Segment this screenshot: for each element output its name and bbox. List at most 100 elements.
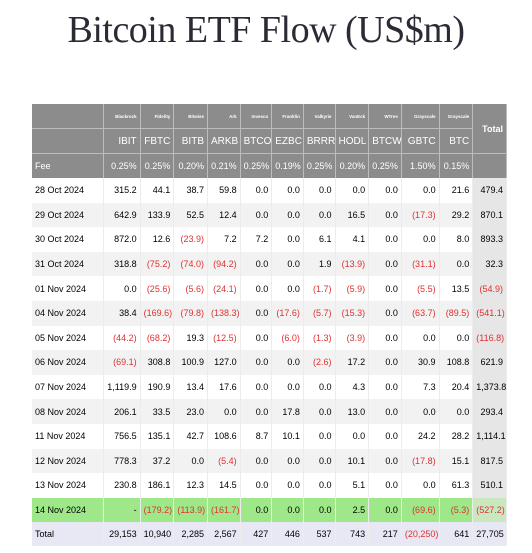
total-header: Total (472, 104, 507, 154)
flow-cell: 6.1 (303, 227, 336, 252)
flow-cell: (3.9) (335, 325, 370, 351)
ticker-header: IBIT (103, 128, 141, 154)
flow-cell: 24.2 (401, 423, 440, 449)
flow-cell: (1.7) (303, 276, 336, 301)
ticker-header: BTCW (368, 128, 402, 154)
flow-cell: 0.0 (368, 202, 402, 228)
row-date: 04 Nov 2024 (32, 300, 104, 326)
flow-cell: 778.3 (103, 448, 141, 474)
issuer-header: WTree (368, 104, 402, 129)
flow-cell: (138.3) (207, 300, 241, 326)
row-date: 14 Nov 2024 (32, 497, 104, 523)
flow-cell: 30.9 (401, 350, 440, 375)
ticker-header: BITB (173, 128, 208, 154)
flow-cell: 38.4 (103, 300, 141, 326)
flow-cell: 642.9 (103, 202, 141, 228)
total-cell: 743 (335, 522, 370, 547)
total-cell: (20,250) (401, 522, 440, 547)
row-total: (527.2) (472, 497, 507, 523)
flow-cell: 0.0 (401, 325, 440, 351)
total-row: Total 29,153 10,940 2,285 2,567 427 446 537 743 2… (32, 522, 507, 547)
flow-cell: (113.9) (173, 497, 208, 523)
ticker-header: HODL (335, 128, 370, 154)
flow-cell: (5.6) (173, 276, 208, 301)
flow-cell: 0.0 (240, 473, 273, 498)
row-date: 01 Nov 2024 (32, 276, 104, 301)
table-row: 31 Oct 2024 318.8 (75.2) (74.0) (94.2) 0.0 0.0… (32, 251, 507, 277)
table-row: 12 Nov 2024 778.3 37.2 0.0 (5.4) 0.0 0.0 0.0 10.… (32, 448, 507, 474)
flow-cell: 12.6 (140, 227, 175, 252)
total-cell: 427 (240, 522, 273, 547)
issuer-header: Ark (207, 104, 241, 129)
flow-cell: 0.0 (401, 227, 440, 252)
flow-cell: (1.3) (303, 325, 336, 351)
flow-cell: 0.0 (271, 251, 304, 277)
flow-cell: 10.1 (271, 423, 304, 449)
flow-cell: 0.0 (271, 178, 304, 203)
flow-cell: 315.2 (103, 178, 141, 203)
row-date: 28 Oct 2024 (32, 178, 104, 203)
flow-cell: 127.0 (207, 350, 241, 375)
row-total: 293.4 (472, 399, 507, 424)
fee-cell: 0.15% (439, 153, 474, 178)
flow-cell: 108.6 (207, 423, 241, 449)
flow-cell: 0.0 (439, 325, 474, 351)
row-total: 32.3 (472, 251, 507, 277)
flow-cell: 0.0 (240, 276, 273, 301)
flow-cell: 0.0 (368, 251, 402, 277)
total-cell: 2,567 (207, 522, 241, 547)
flow-cell: 0.0 (401, 178, 440, 203)
flow-cell: 0.0 (368, 300, 402, 326)
header-corner (32, 128, 104, 154)
flow-cell: (2.6) (303, 350, 336, 375)
flow-cell: 17.6 (207, 374, 241, 400)
flow-cell: 0.0 (240, 325, 273, 351)
row-date: 29 Oct 2024 (32, 202, 104, 228)
table-row: 07 Nov 2024 1,119.9 190.9 13.4 17.6 0.0 0.0 0.0… (32, 374, 507, 400)
flow-cell: 13.5 (439, 276, 474, 301)
flow-cell: 756.5 (103, 423, 141, 449)
flow-cell: 0.0 (240, 399, 273, 424)
total-cell: 537 (303, 522, 336, 547)
row-total: (541.1) (472, 300, 507, 326)
total-cell: 10,940 (140, 522, 175, 547)
total-cell: 446 (271, 522, 304, 547)
flow-cell: (75.2) (140, 251, 175, 277)
flow-cell: 0.0 (271, 227, 304, 252)
issuer-header: Valkyrie (303, 104, 336, 129)
flow-cell: 0.0 (368, 374, 402, 400)
fee-cell: 0.25% (240, 153, 273, 178)
flow-cell: 59.8 (207, 178, 241, 203)
issuer-header: Invesco (240, 104, 273, 129)
flow-cell: 0.0 (368, 350, 402, 375)
flow-cell: 0.0 (401, 473, 440, 498)
row-total: 817.5 (472, 448, 507, 474)
row-total: 621.9 (472, 350, 507, 375)
flow-cell: 4.1 (335, 227, 370, 252)
flow-cell: 8.0 (439, 227, 474, 252)
flow-cell: 0.0 (335, 423, 370, 449)
flow-cell: 0.0 (240, 350, 273, 375)
flow-cell: 0.0 (368, 497, 402, 523)
fee-cell: 0.19% (271, 153, 304, 178)
ticker-header: BTCO (240, 128, 273, 154)
fee-cell: 0.25% (103, 153, 141, 178)
ticker-header: FBTC (140, 128, 175, 154)
flow-cell: 0.0 (439, 251, 474, 277)
flow-cell: 230.8 (103, 473, 141, 498)
flow-cell: 0.0 (303, 202, 336, 228)
row-total: 1,114.1 (472, 423, 507, 449)
flow-cell: (23.9) (173, 227, 208, 252)
flow-cell: 0.0 (368, 423, 402, 449)
fee-cell: 1.50% (401, 153, 440, 178)
flow-cell: (5.5) (401, 276, 440, 301)
flow-cell: 0.0 (368, 227, 402, 252)
flow-cell: 38.7 (173, 178, 208, 203)
table-row: 06 Nov 2024 (69.1) 308.8 100.9 127.0 0.0 0.0 (2… (32, 350, 507, 375)
flow-cell: 0.0 (240, 251, 273, 277)
flow-cell: (17.3) (401, 202, 440, 228)
row-date: 13 Nov 2024 (32, 473, 104, 498)
issuer-header-row: Blackrock Fidelity Bitwise Ark Invesco Frankl… (32, 104, 507, 154)
flow-cell: 0.0 (240, 178, 273, 203)
flow-cell: 108.8 (439, 350, 474, 375)
